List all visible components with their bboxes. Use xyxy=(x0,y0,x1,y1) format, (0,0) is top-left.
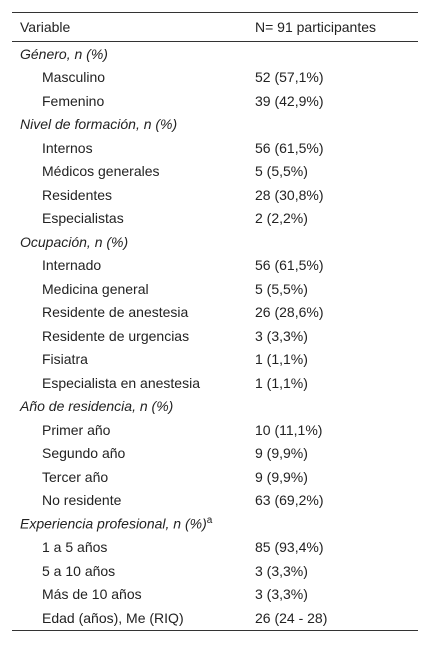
group-label-cell: Género, n (%) xyxy=(12,42,418,66)
value-cell: 2 (2,2%) xyxy=(255,210,308,227)
data-row: Residentes 28 (30,8%) xyxy=(12,183,418,207)
group-row: Ocupación, n (%) xyxy=(12,230,418,254)
data-row: Residente de anestesia 26 (28,6%) xyxy=(12,301,418,325)
data-row: 5 a 10 años 3 (3,3%) xyxy=(12,559,418,583)
data-row: Internado 56 (61,5%) xyxy=(12,254,418,278)
group-row: Nivel de formación, n (%) xyxy=(12,113,418,137)
value-cell: 26 (28,6%) xyxy=(255,304,324,321)
variable-cell: Fisiatra xyxy=(42,351,88,368)
value-cell: 1 (1,1%) xyxy=(255,374,308,391)
variable-cell: Segundo año xyxy=(42,445,126,462)
variable-cell: 1 a 5 años xyxy=(42,539,108,556)
data-row: Masculino 52 (57,1%) xyxy=(12,66,418,90)
value-cell: 56 (61,5%) xyxy=(255,139,324,156)
data-row: Especialistas 2 (2,2%) xyxy=(12,207,418,231)
group-label: Nivel de formación, n (%) xyxy=(20,116,178,133)
variable-cell: Residente de anestesia xyxy=(42,304,189,321)
variable-cell: Medicina general xyxy=(42,280,149,297)
variable-cell: Primer año xyxy=(42,421,111,438)
value-cell: 56 (61,5%) xyxy=(255,257,324,274)
data-row: Primer año 10 (11,1%) xyxy=(12,418,418,442)
data-row: No residente 63 (69,2%) xyxy=(12,489,418,513)
table-head: Variable N= 91 participantes xyxy=(12,12,418,42)
variable-cell: No residente xyxy=(42,492,122,509)
variable-cell: 5 a 10 años xyxy=(42,562,116,579)
value-cell: 3 (3,3%) xyxy=(255,562,308,579)
group-label: Género, n (%) xyxy=(20,45,108,62)
value-cell: 85 (93,4%) xyxy=(255,539,324,556)
data-row: Internos 56 (61,5%) xyxy=(12,136,418,160)
value-cell: 9 (9,9%) xyxy=(255,468,308,485)
variable-cell: Edad (años), Me (RIQ) xyxy=(42,609,184,626)
group-label-cell: Año de residencia, n (%) xyxy=(12,395,418,419)
data-row: 1 a 5 años 85 (93,4%) xyxy=(12,536,418,560)
data-table: Variable N= 91 participantes Género, n (… xyxy=(12,12,418,631)
header-cell: Variable xyxy=(20,19,71,35)
variable-cell: Más de 10 años xyxy=(42,586,142,603)
data-row: Medicina general 5 (5,5%) xyxy=(12,277,418,301)
variable-cell: Residentes xyxy=(42,186,113,203)
data-row: Especialista en anestesia 1 (1,1%) xyxy=(12,371,418,395)
variable-cell: Especialistas xyxy=(42,210,124,227)
variable-cell: Masculino xyxy=(42,69,106,86)
data-row: Más de 10 años 3 (3,3%) xyxy=(12,583,418,607)
group-label-cell: Nivel de formación, n (%) xyxy=(12,113,418,137)
value-cell: 5 (5,5%) xyxy=(255,163,308,180)
value-cell: 26 (24 - 28) xyxy=(255,609,328,626)
variable-cell: Residente de urgencias xyxy=(42,327,190,344)
group-label: Año de residencia, n (%) xyxy=(20,398,174,415)
data-row: Femenino 39 (42,9%) xyxy=(12,89,418,113)
value-cell: 3 (3,3%) xyxy=(255,586,308,603)
group-row: Año de residencia, n (%) xyxy=(12,395,418,419)
value-cell: 1 (1,1%) xyxy=(255,351,308,368)
value-cell: 5 (5,5%) xyxy=(255,280,308,297)
group-row: Experiencia profesional, n (%)a xyxy=(12,512,418,536)
footnote-mark: a xyxy=(206,515,213,527)
value-cell: 10 (11,1%) xyxy=(255,421,323,438)
value-cell: 63 (69,2%) xyxy=(255,492,324,509)
value-cell: 9 (9,9%) xyxy=(255,445,308,462)
data-row: Médicos generales 5 (5,5%) xyxy=(12,160,418,184)
group-label-cell: Ocupación, n (%) xyxy=(12,230,418,254)
variable-cell: Internos xyxy=(42,139,93,156)
value-cell: 39 (42,9%) xyxy=(255,92,324,109)
group-label: Experiencia profesional, n (%) xyxy=(20,516,207,533)
data-row: Segundo año 9 (9,9%) xyxy=(12,442,418,466)
variable-cell: Médicos generales xyxy=(42,163,160,180)
data-row: Fisiatra 1 (1,1%) xyxy=(12,348,418,372)
table-body: Género, n (%) Masculino 52 (57,1%) Femenino… xyxy=(12,42,418,630)
variable-cell: Internado xyxy=(42,257,102,274)
header-cell: N= 91 participantes xyxy=(255,19,377,35)
header-row: Variable N= 91 participantes xyxy=(12,12,418,42)
group-label-cell: Experiencia profesional, n (%)a xyxy=(12,512,418,536)
variable-cell: Femenino xyxy=(42,92,105,109)
group-row: Género, n (%) xyxy=(12,42,418,66)
value-cell: 28 (30,8%) xyxy=(255,186,324,203)
value-cell: 52 (57,1%) xyxy=(255,69,324,86)
variable-cell: Tercer año xyxy=(42,468,109,485)
group-label: Ocupación, n (%) xyxy=(20,233,129,250)
data-row: Tercer año 9 (9,9%) xyxy=(12,465,418,489)
variable-cell: Especialista en anestesia xyxy=(42,374,200,391)
data-row: Residente de urgencias 3 (3,3%) xyxy=(12,324,418,348)
value-cell: 3 (3,3%) xyxy=(255,327,308,344)
data-row: Edad (años), Me (RIQ) 26 (24 - 28) xyxy=(12,606,418,630)
